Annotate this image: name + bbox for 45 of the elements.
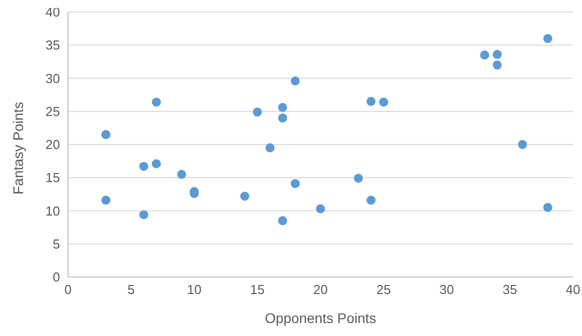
y-tick-label: 35	[46, 38, 60, 53]
y-tick-label: 25	[46, 104, 60, 119]
x-tick-label: 25	[376, 282, 391, 298]
x-tick-label: 15	[250, 282, 265, 298]
point	[354, 174, 363, 183]
x-tick-label: 0	[64, 282, 72, 298]
point	[252, 108, 262, 117]
point	[265, 143, 275, 152]
point	[543, 34, 552, 44]
point	[152, 98, 161, 107]
x-axis-title: Opponents Points	[264, 310, 376, 326]
point	[290, 76, 300, 86]
x-tick-label: 20	[313, 282, 328, 298]
x-tick-label: 10	[187, 282, 202, 298]
point	[152, 159, 161, 168]
y-tick-label: 0	[52, 270, 60, 285]
point	[278, 113, 288, 123]
point	[366, 196, 376, 205]
point	[543, 202, 552, 212]
y-tick-label: 10	[46, 203, 60, 218]
point	[518, 140, 528, 150]
point	[101, 196, 110, 205]
point	[492, 50, 502, 59]
y-axis-title: Fantasy Points	[10, 102, 26, 194]
y-tick-label: 30	[46, 70, 60, 86]
x-tick-label: 40	[566, 282, 580, 298]
y-tick-label: 5	[52, 236, 60, 252]
point	[492, 60, 502, 70]
point	[240, 192, 250, 201]
point	[139, 210, 148, 220]
x-tick-label: 5	[128, 282, 135, 298]
point	[379, 98, 388, 107]
point	[101, 130, 110, 140]
point	[278, 102, 288, 112]
point	[139, 162, 148, 171]
point	[480, 50, 490, 60]
point	[278, 216, 288, 226]
x-tick-label: 35	[502, 282, 518, 298]
point	[177, 170, 186, 179]
point	[316, 204, 326, 214]
y-tick-label: 20	[46, 137, 60, 152]
point	[366, 96, 376, 106]
x-tick-label: 30	[440, 282, 454, 298]
y-tick-label: 15	[46, 170, 60, 186]
point	[290, 179, 300, 188]
